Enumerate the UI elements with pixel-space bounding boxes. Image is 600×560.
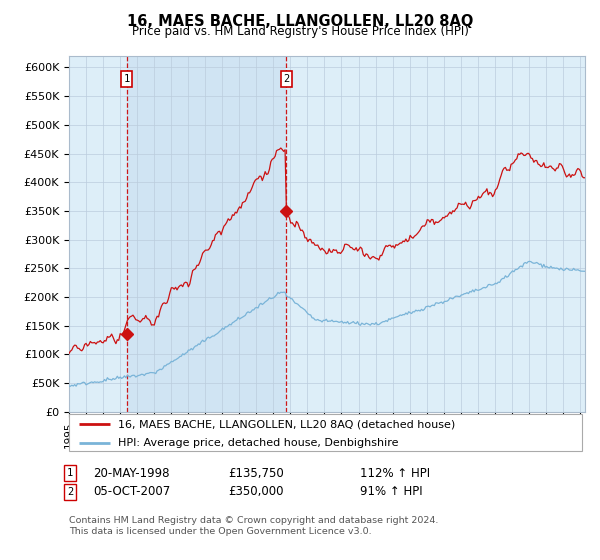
- Bar: [127, 56, 286, 412]
- Text: Price paid vs. HM Land Registry's House Price Index (HPI): Price paid vs. HM Land Registry's House …: [131, 25, 469, 38]
- Text: £350,000: £350,000: [228, 485, 284, 498]
- Text: 91% ↑ HPI: 91% ↑ HPI: [360, 485, 422, 498]
- Text: 2: 2: [67, 487, 73, 497]
- Text: 20-MAY-1998: 20-MAY-1998: [93, 466, 170, 480]
- Text: 05-OCT-2007: 05-OCT-2007: [93, 485, 170, 498]
- Text: 2: 2: [283, 74, 289, 84]
- Text: £135,750: £135,750: [228, 466, 284, 480]
- Text: HPI: Average price, detached house, Denbighshire: HPI: Average price, detached house, Denb…: [118, 438, 398, 448]
- Text: Contains HM Land Registry data © Crown copyright and database right 2024.
This d: Contains HM Land Registry data © Crown c…: [69, 516, 439, 536]
- Text: 112% ↑ HPI: 112% ↑ HPI: [360, 466, 430, 480]
- Text: 16, MAES BACHE, LLANGOLLEN, LL20 8AQ: 16, MAES BACHE, LLANGOLLEN, LL20 8AQ: [127, 14, 473, 29]
- Text: 1: 1: [67, 468, 73, 478]
- Text: 16, MAES BACHE, LLANGOLLEN, LL20 8AQ (detached house): 16, MAES BACHE, LLANGOLLEN, LL20 8AQ (de…: [118, 419, 455, 429]
- Text: 1: 1: [124, 74, 130, 84]
- FancyBboxPatch shape: [69, 414, 582, 451]
